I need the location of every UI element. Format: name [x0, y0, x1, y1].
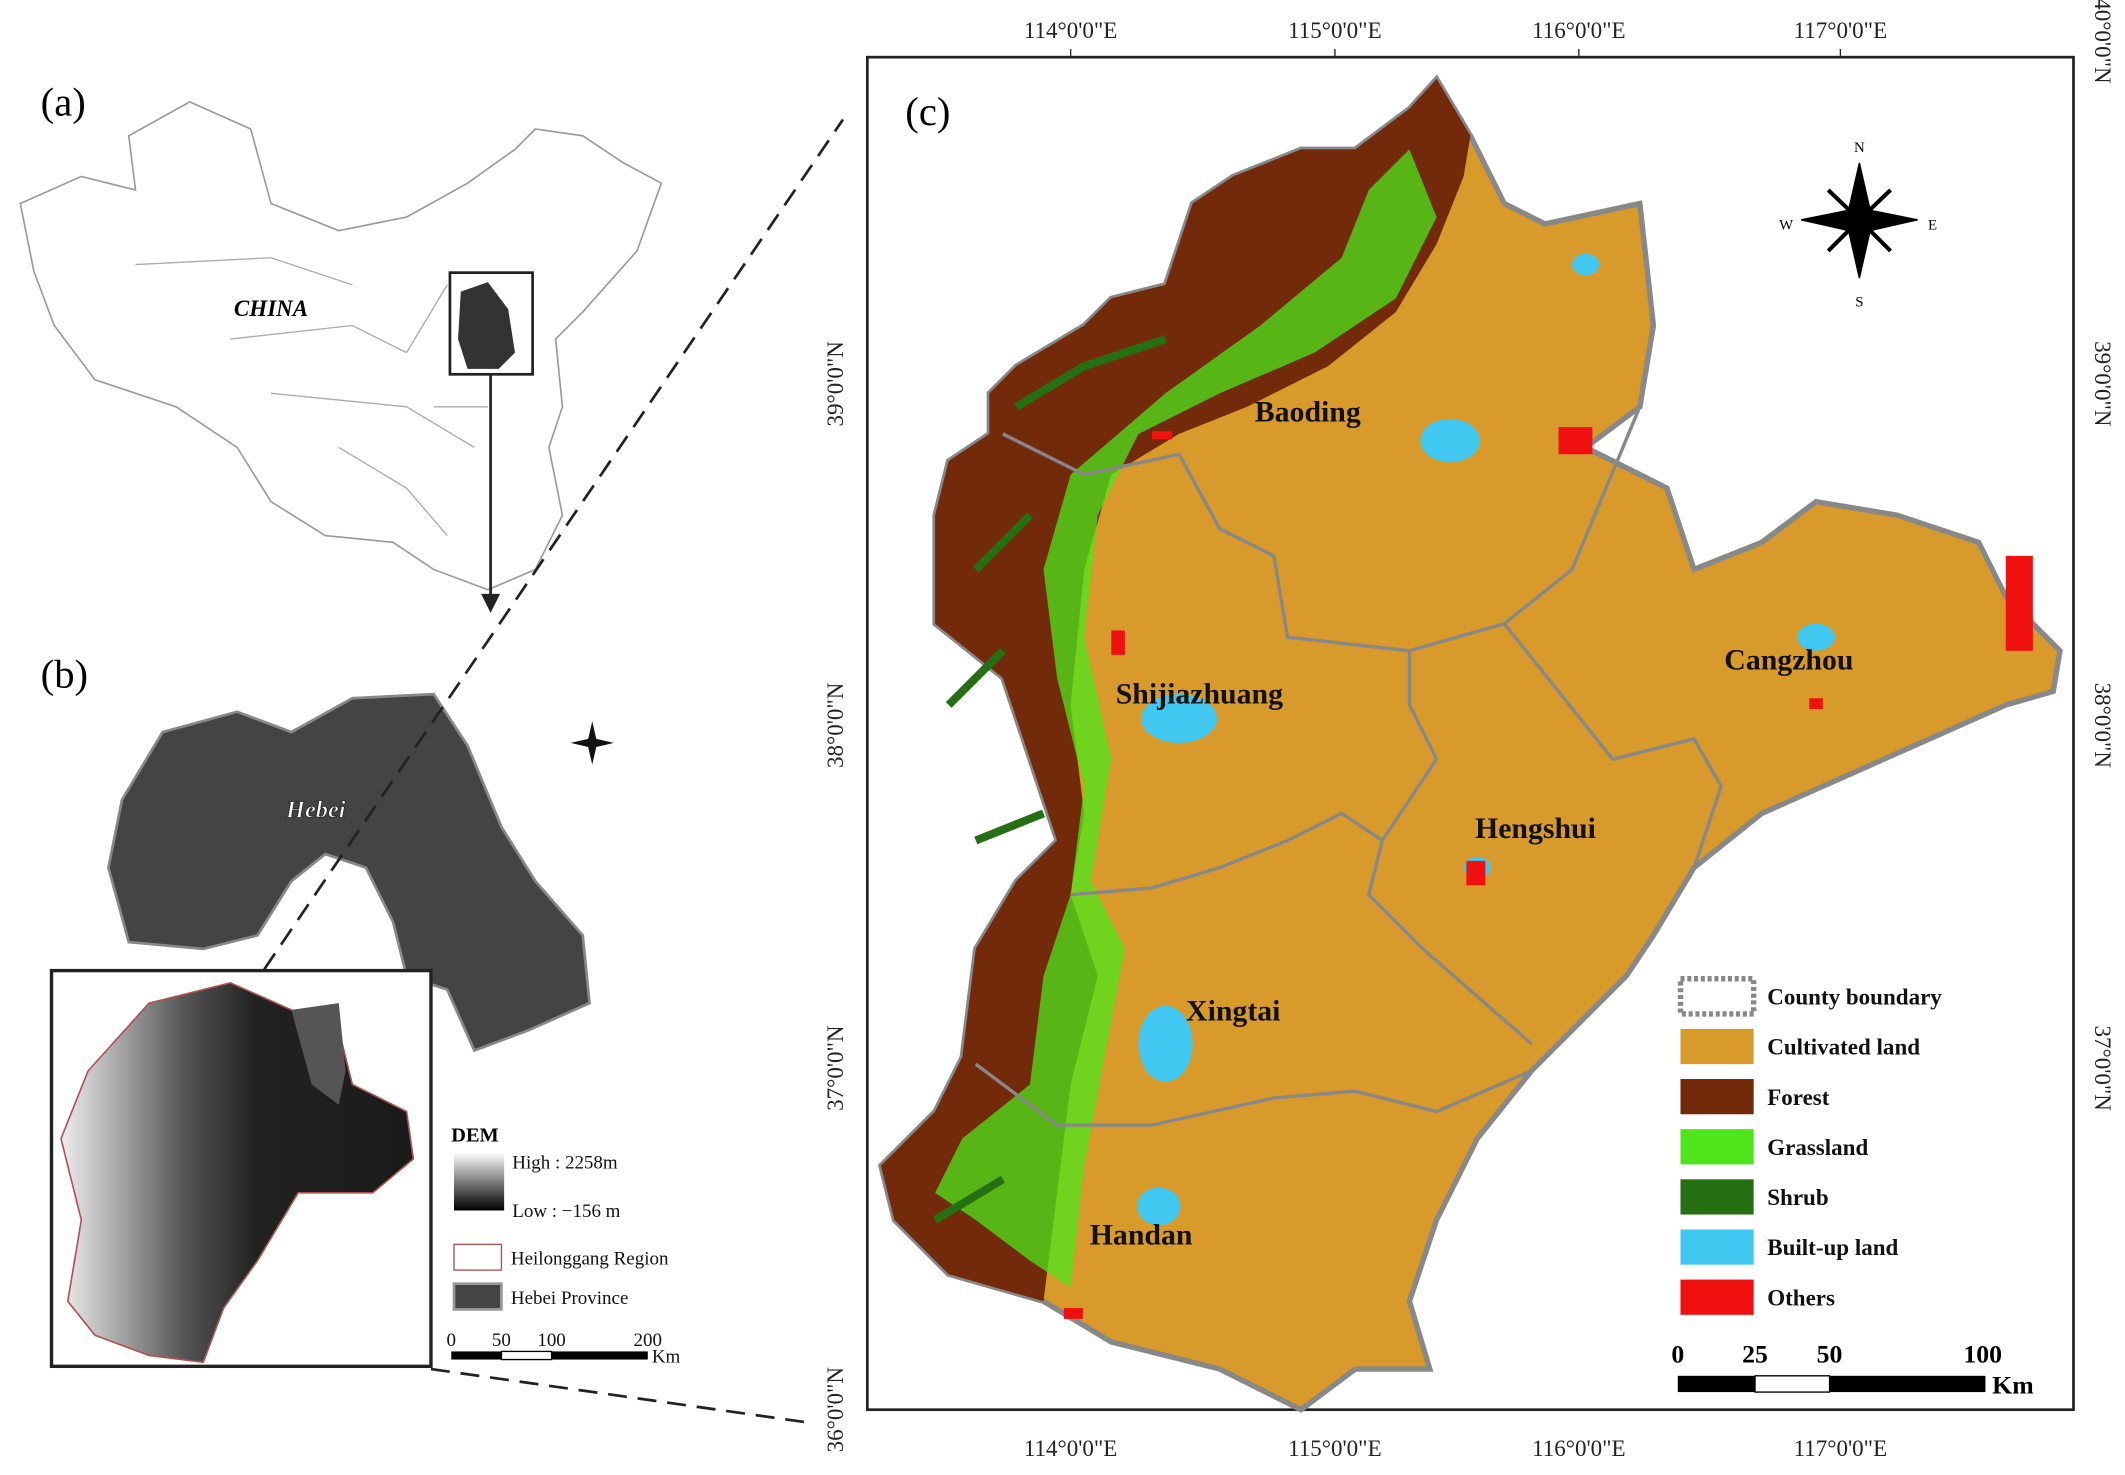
compass-small — [570, 721, 614, 765]
compass — [1800, 162, 1918, 279]
scale-seg — [1754, 1375, 1831, 1393]
scale-seg — [1829, 1375, 1986, 1393]
city-label: Baoding — [1255, 396, 1361, 429]
legend-label: Heilonggang Region — [511, 1249, 669, 1270]
dem-ramp — [454, 1152, 505, 1211]
grassland-area — [935, 149, 1437, 1288]
inset-box — [49, 968, 433, 1369]
scale-label: 100 — [537, 1330, 565, 1351]
legend-swatch — [1680, 1179, 1754, 1215]
scale-label: 0 — [1671, 1339, 1684, 1368]
compass-n: N — [1854, 140, 1865, 156]
legend-swatch — [453, 1243, 503, 1271]
connector — [263, 118, 845, 971]
legend-swatch — [1680, 1229, 1754, 1265]
x-tick-label: 115°0'0"E — [1288, 17, 1382, 43]
x-tick-label: 117°0'0"E — [1794, 17, 1887, 43]
x-tick-label: 115°0'0"E — [1288, 1435, 1382, 1461]
dem-low: Low : −156 m — [512, 1201, 620, 1222]
country-label: CHINA — [234, 295, 308, 321]
legend-label: Built-up land — [1767, 1234, 1898, 1260]
scale-label: 50 — [492, 1330, 511, 1351]
x-tick-label: 114°0'0"E — [1024, 17, 1118, 43]
others — [1063, 427, 2033, 1319]
legend-title: DEM — [451, 1124, 498, 1146]
arrow-head — [481, 593, 501, 613]
y-tick-label: 37°0'0"N — [2090, 1025, 2116, 1111]
compass-w: W — [1779, 217, 1794, 233]
y-tick-label: 38°0'0"N — [822, 682, 848, 768]
forest-area — [880, 78, 1471, 1302]
x-tick-label: 117°0'0"E — [1794, 1435, 1887, 1461]
scale-label: 0 — [447, 1330, 456, 1351]
city-label: Cangzhou — [1724, 644, 1853, 677]
connector — [430, 1367, 814, 1425]
x-tick-label: 116°0'0"E — [1532, 17, 1625, 43]
scale-bar — [451, 1350, 648, 1361]
built-up — [1137, 253, 1835, 1226]
city-label: Shijiazhuang — [1116, 678, 1283, 711]
city-label: Hengshui — [1475, 812, 1596, 845]
y-tick-label: 39°0'0"N — [822, 341, 848, 427]
city-label: Handan — [1090, 1218, 1193, 1251]
scale-label: 50 — [1817, 1339, 1843, 1368]
hebei-province — [107, 692, 591, 1053]
compass-e: E — [1928, 217, 1937, 233]
legend-label: Cultivated land — [1767, 1034, 1920, 1060]
legend-label: Others — [1767, 1284, 1835, 1310]
x-tick-label: 116°0'0"E — [1532, 1435, 1625, 1461]
y-tick-label: 38°0'0"N — [2090, 683, 2116, 769]
legend-label: Shrub — [1767, 1184, 1828, 1210]
province-lines — [135, 257, 488, 537]
legend-label: County boundary — [1767, 983, 1942, 1009]
scale-unit: Km — [652, 1346, 681, 1367]
compass-s: S — [1855, 295, 1863, 311]
china-outline — [19, 100, 663, 591]
province-label: Hebei — [285, 796, 346, 823]
legend-label: Grassland — [1767, 1134, 1868, 1160]
legend-swatch — [1680, 1279, 1754, 1315]
y-tick-label: 36°0'0"N — [822, 1367, 848, 1453]
scale-seg — [1677, 1375, 1756, 1393]
panel-label: (a) — [41, 79, 86, 124]
scale-label: 100 — [1963, 1339, 2002, 1368]
legend-swatch — [452, 1282, 503, 1311]
y-tick-label: 39°0'0"N — [2090, 341, 2116, 427]
scale-label: 200 — [634, 1330, 662, 1351]
y-tick-label: 40°0'0"N — [2090, 0, 2116, 84]
legend-swatch — [1680, 1028, 1754, 1065]
shrub-area — [933, 335, 1167, 1224]
legend-label: Forest — [1767, 1084, 1830, 1110]
hebei-small — [458, 282, 515, 369]
county-boundaries — [974, 406, 1723, 1127]
dem-high: High : 2258m — [512, 1152, 618, 1173]
legend-swatch — [1680, 1079, 1754, 1115]
y-tick-label: 37°0'0"N — [822, 1025, 848, 1111]
scale-label: 25 — [1742, 1339, 1768, 1368]
scale-unit: Km — [1992, 1370, 2033, 1399]
city-label: Xingtai — [1186, 995, 1280, 1028]
hebei-part — [291, 1003, 346, 1105]
legend-swatch — [1677, 976, 1757, 1017]
legend-label: Hebei Province — [511, 1288, 628, 1309]
panel-label: (c) — [905, 89, 950, 134]
x-tick-label: 114°0'0"E — [1024, 1435, 1118, 1461]
legend-swatch — [1680, 1129, 1754, 1165]
panel-label: (b) — [41, 651, 88, 696]
